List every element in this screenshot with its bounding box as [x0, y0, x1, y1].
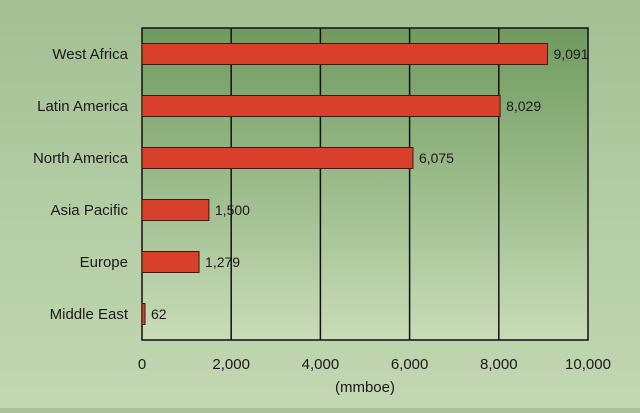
- value-label: 1,279: [205, 254, 240, 270]
- category-label: West Africa: [52, 46, 128, 63]
- category-label: Middle East: [50, 306, 129, 323]
- bar: [141, 303, 146, 325]
- bar: [141, 251, 200, 273]
- value-label: 9,091: [553, 46, 588, 62]
- bar: [141, 147, 414, 169]
- x-tick-label: 4,000: [302, 356, 340, 373]
- category-label: Latin America: [37, 98, 129, 115]
- category-label: Europe: [80, 254, 128, 271]
- category-label: North America: [33, 150, 129, 167]
- value-label: 8,029: [506, 98, 541, 114]
- value-label: 1,500: [215, 202, 250, 218]
- x-tick-label: 10,000: [565, 356, 611, 373]
- x-tick-label: 6,000: [391, 356, 429, 373]
- value-label: 6,075: [419, 150, 454, 166]
- bar: [141, 199, 210, 221]
- x-tick-label: 2,000: [212, 356, 250, 373]
- category-labels: West Africa Latin America North America Asi…: [33, 46, 129, 323]
- x-tick-label: 0: [138, 356, 146, 373]
- bar: [141, 43, 548, 65]
- x-tick-labels: 0 2,000 4,000 6,000 8,000 10,000: [138, 356, 611, 373]
- value-labels: 9,091 8,029 6,075 1,500 1,279 62: [151, 46, 589, 322]
- category-label: Asia Pacific: [50, 202, 128, 219]
- value-label: 62: [151, 306, 167, 322]
- bars: [141, 43, 548, 325]
- x-axis-title: (mmboe): [335, 379, 395, 396]
- plot-area: [141, 27, 589, 341]
- bar: [141, 95, 501, 117]
- x-tick-label: 8,000: [480, 356, 518, 373]
- gridlines: [230, 28, 500, 340]
